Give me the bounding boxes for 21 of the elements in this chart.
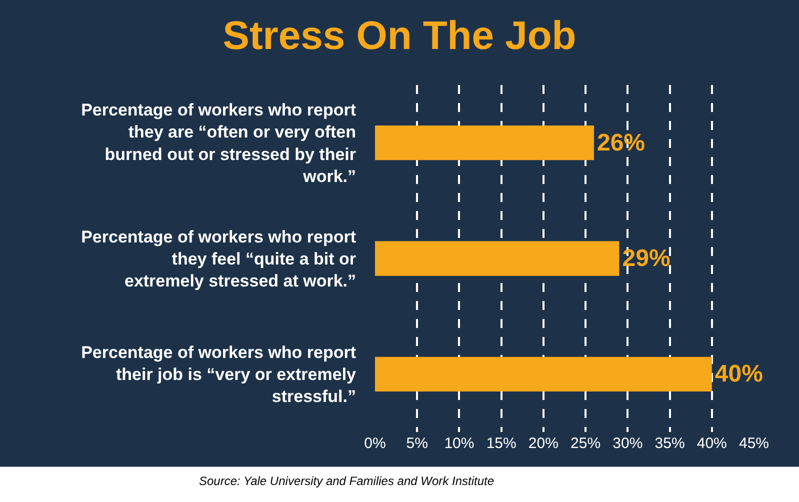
- x-tick-label: 30%: [612, 435, 643, 452]
- x-tick-label: 40%: [696, 435, 727, 452]
- chart-title: Stress On The Job: [222, 14, 576, 58]
- y-tick-label: Percentage of workers who report their job is “very or extremely stressful.”: [81, 343, 357, 406]
- source-note: Source: Yale University and Families and Work Institute: [199, 474, 494, 488]
- bar: [375, 241, 620, 276]
- data-label: 40%: [714, 360, 763, 388]
- x-tick-label: 15%: [486, 435, 516, 452]
- x-tick-label: 35%: [654, 435, 685, 452]
- x-tick-label: 10%: [444, 435, 474, 452]
- x-tick-label: 45%: [738, 435, 770, 452]
- x-tick-label: 0%: [364, 435, 386, 452]
- bar: [375, 125, 594, 160]
- x-tick-label: 25%: [570, 435, 601, 452]
- data-label: 29%: [622, 245, 670, 272]
- x-tick-label: 20%: [528, 435, 558, 452]
- x-tick-label: 5%: [406, 435, 428, 452]
- y-tick-label: Percentage of workers who report they are “often or very often burned out or stressed by their work.”: [81, 100, 356, 186]
- y-tick-label: Percentage of workers who report they feel “quite a bit or extremely stressed at work.”: [81, 227, 356, 291]
- data-label: 26%: [596, 129, 646, 156]
- bar: [375, 356, 712, 392]
